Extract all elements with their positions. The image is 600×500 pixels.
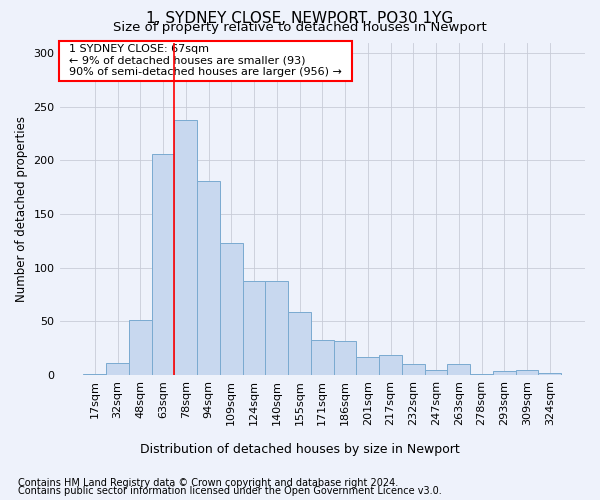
Text: Contains public sector information licensed under the Open Government Licence v3: Contains public sector information licen… [18, 486, 442, 496]
Text: 1 SYDNEY CLOSE: 67sqm
  ← 9% of detached houses are smaller (93)
  90% of semi-d: 1 SYDNEY CLOSE: 67sqm ← 9% of detached h… [62, 44, 349, 78]
Bar [175, 120, 197, 375]
Bar [515, 370, 538, 375]
Bar [448, 364, 470, 375]
Text: 1, SYDNEY CLOSE, NEWPORT, PO30 1YG: 1, SYDNEY CLOSE, NEWPORT, PO30 1YG [146, 11, 454, 26]
Bar [242, 280, 265, 375]
Bar [538, 373, 561, 375]
Bar [106, 363, 129, 375]
Text: Size of property relative to detached houses in Newport: Size of property relative to detached ho… [113, 22, 487, 35]
Bar [265, 280, 288, 375]
Bar [288, 312, 311, 375]
Bar [470, 374, 493, 375]
Bar [334, 340, 356, 375]
Bar [402, 364, 425, 375]
Bar [220, 243, 242, 375]
Text: Contains HM Land Registry data © Crown copyright and database right 2024.: Contains HM Land Registry data © Crown c… [18, 478, 398, 488]
Bar [425, 370, 448, 375]
Bar [379, 354, 402, 375]
Bar [311, 340, 334, 375]
Bar [197, 181, 220, 375]
Bar [356, 357, 379, 375]
Bar [493, 370, 515, 375]
Bar [83, 374, 106, 375]
Bar [129, 320, 152, 375]
Bar [152, 154, 175, 375]
Text: Distribution of detached houses by size in Newport: Distribution of detached houses by size … [140, 442, 460, 456]
Y-axis label: Number of detached properties: Number of detached properties [15, 116, 28, 302]
